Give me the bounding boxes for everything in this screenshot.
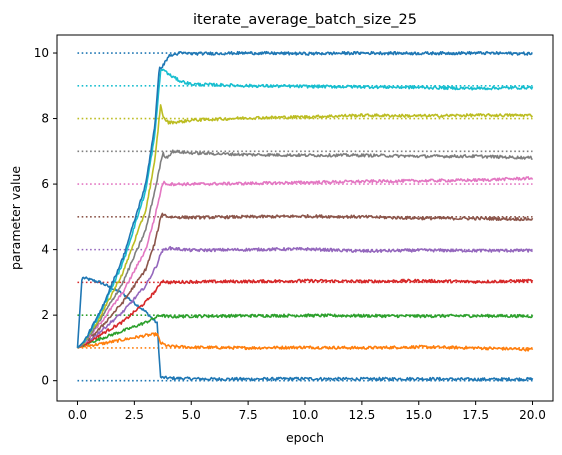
y-tick-label: 4 [41, 243, 49, 257]
y-tick-label: 6 [41, 177, 49, 191]
y-tick-label: 0 [41, 374, 49, 388]
x-axis-ticks: 0.0 2.5 5.0 7.5 10.0 12.5 15.0 17.5 20.0 [68, 401, 546, 422]
series-line-5 [77, 212, 534, 349]
series-line-1 [77, 332, 534, 352]
series-line-0 [76, 276, 534, 382]
x-tick-label: 5.0 [182, 408, 201, 422]
x-tick-label: 7.5 [239, 408, 258, 422]
series-line-9 [76, 68, 534, 349]
x-tick-label: 15.0 [405, 408, 432, 422]
y-axis-label: parameter value [8, 166, 23, 270]
plot-lines [76, 50, 534, 382]
series-line-7 [77, 149, 533, 349]
x-tick-label: 10.0 [292, 408, 319, 422]
x-axis-label: epoch [286, 430, 324, 445]
series-line-4 [77, 245, 533, 349]
series-line-3 [77, 278, 534, 349]
y-tick-label: 8 [41, 112, 49, 126]
chart-title: iterate_average_batch_size_25 [193, 12, 417, 28]
y-tick-label: 10 [34, 46, 49, 60]
series-line-10 [76, 50, 533, 349]
y-axis-ticks: 0 2 4 6 8 10 [34, 46, 57, 388]
x-tick-label: 12.5 [349, 408, 376, 422]
series-line-6 [77, 176, 534, 349]
y-tick-label: 2 [41, 308, 49, 322]
x-tick-label: 20.0 [519, 408, 546, 422]
x-tick-label: 0.0 [68, 408, 87, 422]
x-tick-label: 2.5 [125, 408, 144, 422]
series-line-8 [76, 104, 534, 349]
x-tick-label: 17.5 [462, 408, 489, 422]
series-line-2 [77, 313, 534, 349]
